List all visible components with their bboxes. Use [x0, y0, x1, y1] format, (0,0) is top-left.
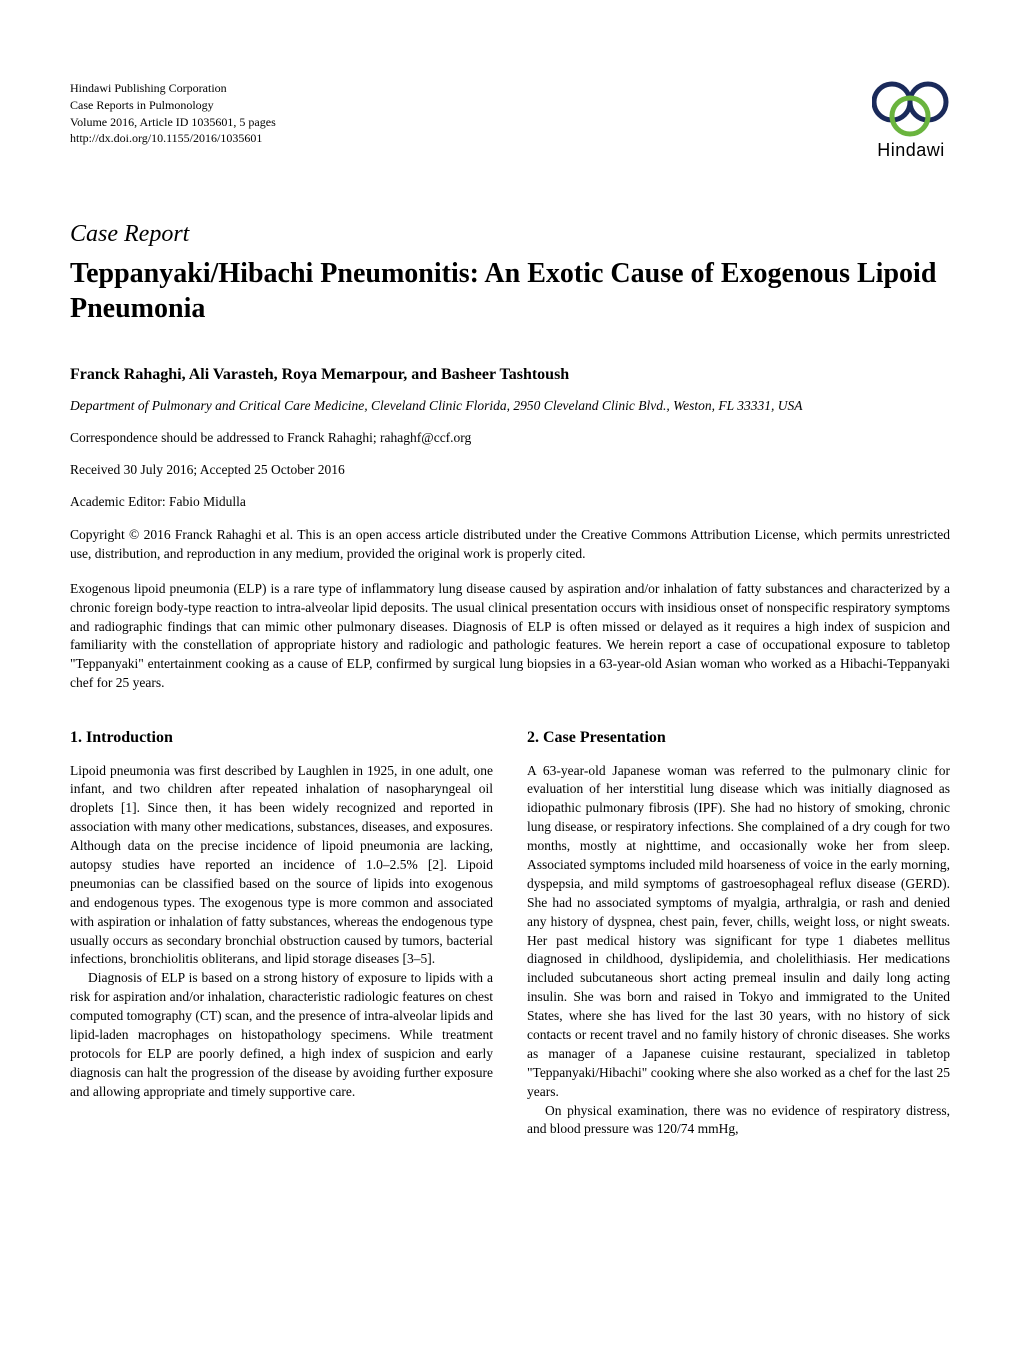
- article-dates: Received 30 July 2016; Accepted 25 Octob…: [70, 462, 950, 478]
- title-line: Teppanyaki/Hibachi Pneumonitis: An Exoti…: [70, 258, 936, 324]
- doi-url: http://dx.doi.org/10.1155/2016/1035601: [70, 130, 276, 147]
- hindawi-logo-icon: [872, 80, 950, 138]
- case-para-1: A 63-year-old Japanese woman was referre…: [527, 762, 950, 1102]
- publisher-info: Hindawi Publishing Corporation Case Repo…: [70, 80, 276, 147]
- publisher-logo: Hindawi: [872, 80, 950, 161]
- body-columns: 1. Introduction Lipoid pneumonia was fir…: [70, 727, 950, 1139]
- volume-info: Volume 2016, Article ID 1035601, 5 pages: [70, 114, 276, 131]
- correspondence-line: Correspondence should be addressed to Fr…: [70, 430, 950, 446]
- right-column: 2. Case Presentation A 63-year-old Japan…: [527, 727, 950, 1139]
- case-heading: 2. Case Presentation: [527, 727, 950, 749]
- case-para-2: On physical examination, there was no ev…: [527, 1102, 950, 1140]
- left-column: 1. Introduction Lipoid pneumonia was fir…: [70, 727, 493, 1139]
- page-header: Hindawi Publishing Corporation Case Repo…: [70, 80, 950, 161]
- intro-para-2: Diagnosis of ELP is based on a strong hi…: [70, 969, 493, 1101]
- author-affiliation: Department of Pulmonary and Critical Car…: [70, 398, 950, 414]
- article-type: Case Report: [70, 221, 950, 248]
- journal-name: Case Reports in Pulmonology: [70, 97, 276, 114]
- copyright-notice: Copyright © 2016 Franck Rahaghi et al. T…: [70, 526, 950, 564]
- article-title: Teppanyaki/Hibachi Pneumonitis: An Exoti…: [70, 256, 950, 326]
- intro-para-1: Lipoid pneumonia was first described by …: [70, 762, 493, 970]
- intro-heading: 1. Introduction: [70, 727, 493, 749]
- academic-editor: Academic Editor: Fabio Midulla: [70, 494, 950, 510]
- author-list: Franck Rahaghi, Ali Varasteh, Roya Memar…: [70, 366, 950, 384]
- publisher-name: Hindawi Publishing Corporation: [70, 80, 276, 97]
- publisher-logo-text: Hindawi: [872, 140, 950, 161]
- abstract-text: Exogenous lipoid pneumonia (ELP) is a ra…: [70, 580, 950, 693]
